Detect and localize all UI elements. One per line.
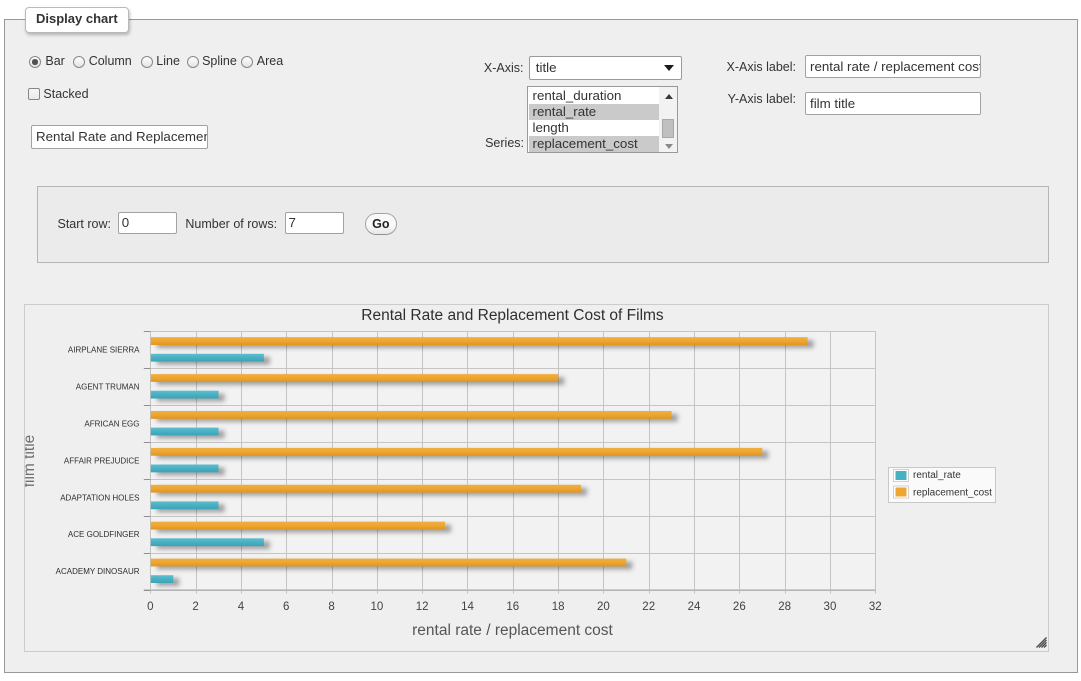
svg-text:22: 22 xyxy=(642,601,655,613)
svg-text:replacement_cost: replacement_cost xyxy=(913,488,992,499)
svg-text:ADAPTATION HOLES: ADAPTATION HOLES xyxy=(60,493,139,502)
svg-text:Rental Rate and Replacement Co: Rental Rate and Replacement Cost of Film… xyxy=(361,307,664,324)
svg-text:12: 12 xyxy=(416,601,429,613)
svg-text:AGENT TRUMAN: AGENT TRUMAN xyxy=(76,383,140,392)
svg-text:ACADEMY DINOSAUR: ACADEMY DINOSAUR xyxy=(56,567,140,576)
svg-text:30: 30 xyxy=(824,601,837,613)
svg-text:26: 26 xyxy=(733,601,746,613)
svg-text:20: 20 xyxy=(597,601,610,613)
svg-text:24: 24 xyxy=(688,601,701,613)
svg-text:8: 8 xyxy=(328,601,334,613)
svg-text:rental_rate: rental_rate xyxy=(913,470,961,481)
svg-text:AFFAIR PREJUDICE: AFFAIR PREJUDICE xyxy=(64,456,140,465)
svg-text:4: 4 xyxy=(238,601,245,613)
svg-text:32: 32 xyxy=(869,601,882,613)
svg-text:16: 16 xyxy=(506,601,519,613)
svg-text:0: 0 xyxy=(147,601,153,613)
svg-text:AIRPLANE SIERRA: AIRPLANE SIERRA xyxy=(68,346,140,355)
svg-text:ACE GOLDFINGER: ACE GOLDFINGER xyxy=(68,530,140,539)
svg-text:AFRICAN EGG: AFRICAN EGG xyxy=(84,419,139,428)
svg-text:28: 28 xyxy=(778,601,791,613)
svg-text:film title: film title xyxy=(25,435,38,488)
svg-text:2: 2 xyxy=(192,601,198,613)
svg-text:rental rate / replacement cost: rental rate / replacement cost xyxy=(412,622,613,639)
svg-text:6: 6 xyxy=(283,601,289,613)
svg-text:10: 10 xyxy=(370,601,383,613)
svg-text:18: 18 xyxy=(552,601,565,613)
svg-text:14: 14 xyxy=(461,601,474,613)
